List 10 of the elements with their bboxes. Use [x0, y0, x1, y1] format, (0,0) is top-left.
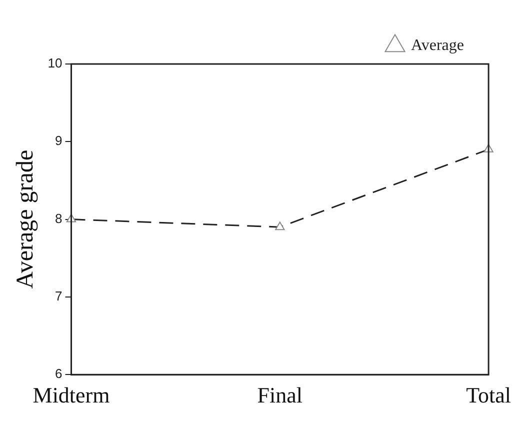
y-axis-title: Average grade — [12, 150, 39, 289]
x-tick-label: Midterm — [32, 382, 110, 408]
y-tick-label: 9 — [55, 133, 62, 148]
y-tick-label: 6 — [55, 366, 62, 382]
y-tick-label: 10 — [48, 56, 62, 71]
legend-label: Average — [411, 37, 464, 54]
y-tick-label: 7 — [55, 288, 62, 304]
x-tick-label: Total — [466, 382, 512, 408]
y-tick-label: 8 — [55, 210, 62, 226]
x-tick-label: Final — [257, 382, 303, 408]
